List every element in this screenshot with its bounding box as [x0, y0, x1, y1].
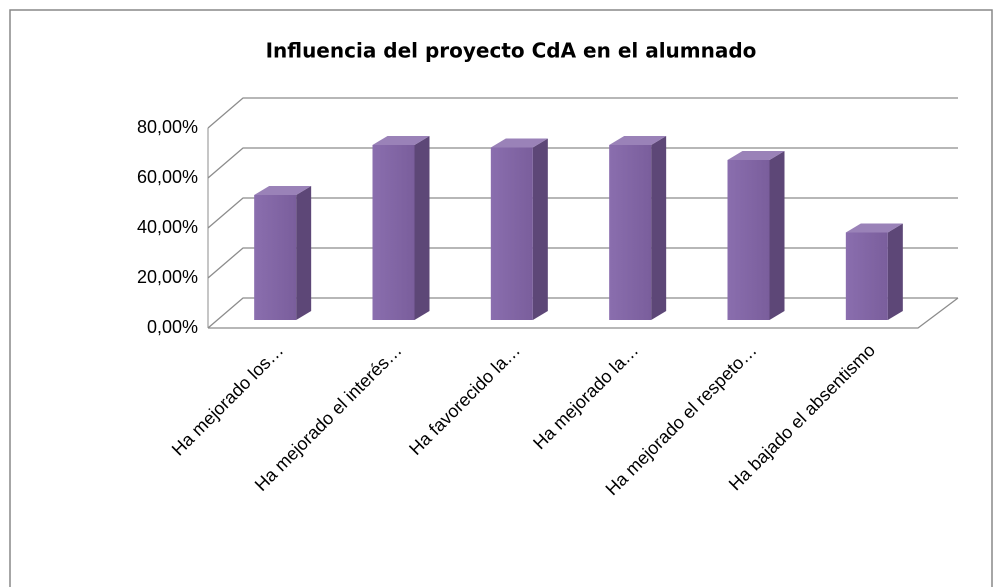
y-tick-label: 80,00%	[137, 117, 198, 137]
bar-side	[414, 136, 430, 320]
grid-line	[207, 147, 958, 179]
bar-side	[532, 138, 548, 320]
bar-front	[254, 195, 297, 320]
bar	[727, 151, 785, 320]
bar-top	[845, 223, 903, 233]
bar-top	[254, 186, 312, 195]
bar	[845, 223, 903, 320]
chart-title: Influencia del proyecto CdA en el alumna…	[266, 39, 757, 63]
y-tick-label: 60,00%	[137, 167, 198, 187]
y-tick-label: 20,00%	[137, 267, 198, 287]
bar-top	[372, 136, 430, 145]
floor-edge	[208, 297, 959, 329]
grid-line	[207, 247, 958, 279]
bar-side	[651, 136, 667, 320]
bar-front	[727, 160, 770, 320]
bar-top	[490, 138, 548, 148]
bar-side	[887, 223, 903, 320]
grid-line	[207, 197, 958, 229]
bar-front	[490, 147, 533, 320]
bar	[254, 186, 312, 320]
bar-top	[609, 136, 667, 145]
y-tick-label: 0,00%	[147, 317, 198, 337]
bar	[372, 136, 430, 320]
bar-side	[769, 151, 785, 320]
grid-line	[207, 297, 958, 329]
bar-front	[372, 145, 415, 320]
bar	[490, 138, 548, 320]
bar-side	[296, 186, 312, 320]
bar-front	[609, 145, 652, 320]
bar-front	[845, 232, 888, 320]
bar	[609, 136, 667, 320]
grid-line	[207, 97, 958, 129]
bar-top	[727, 151, 785, 160]
y-tick-label: 40,00%	[137, 217, 198, 237]
